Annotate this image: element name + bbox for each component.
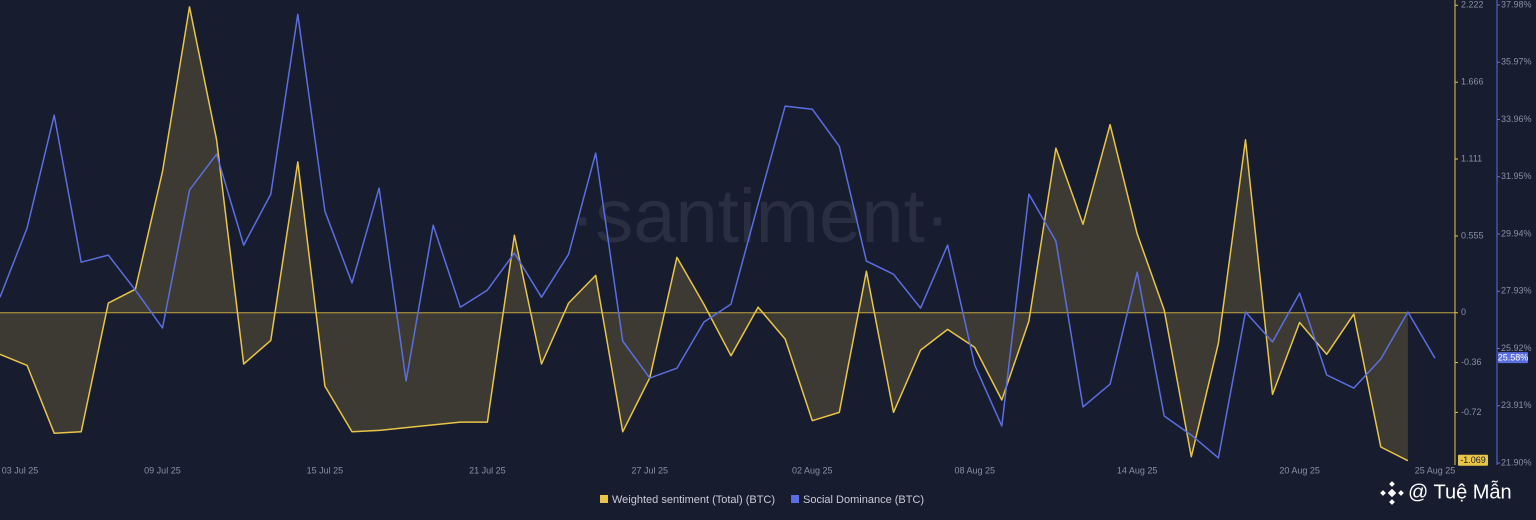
line [0, 6, 1409, 462]
y-tick-label: 0 [1461, 307, 1466, 317]
x-tick-label: 27 Jul 25 [632, 465, 669, 475]
line [0, 13, 1436, 459]
watermark: ·santiment· [570, 174, 950, 259]
x-tick-label: 08 Aug 25 [954, 465, 995, 475]
y-tick-label: 1.666 [1461, 77, 1484, 87]
y-tick-label: -0.36 [1461, 357, 1482, 367]
value-badge [1458, 454, 1488, 466]
legend-swatch [791, 495, 800, 503]
legend-swatch [600, 495, 608, 503]
legend-label: Weighted sentiment (Total) (BTC) [612, 494, 775, 506]
y2-tick-label: 35.97% [1501, 57, 1532, 67]
x-tick-label: 15 Jul 25 [307, 465, 344, 475]
y2-tick-label: 31.95% [1501, 171, 1532, 181]
y2-tick-label: 23.91% [1501, 400, 1532, 410]
value-badge [1498, 352, 1528, 364]
x-tick-label: 09 Jul 25 [144, 465, 181, 475]
x-tick-label: 03 Jul 25 [2, 465, 39, 475]
y2-tick-label: 33.96% [1501, 114, 1532, 124]
y2-tick-label: 37.98% [1501, 0, 1532, 9]
x-tick-label: 02 Aug 25 [792, 465, 833, 475]
y-tick-label: 0.555 [1461, 230, 1484, 240]
credit-icon [1380, 481, 1404, 505]
x-tick-label: 20 Aug 25 [1279, 465, 1320, 475]
value-label: -1.069 [1460, 455, 1486, 465]
credit: @ Tuệ Mẫn [1408, 480, 1512, 503]
x-tick-label: 25 Aug 25 [1415, 465, 1456, 475]
y2-tick-label: 29.94% [1501, 228, 1532, 238]
y-tick-label: 1.111 [1461, 153, 1482, 163]
x-tick-label: 14 Aug 25 [1117, 465, 1158, 475]
value-label: 25.58% [1498, 353, 1529, 363]
y2-tick-label: 21.90% [1501, 457, 1532, 467]
y-tick-label: 2.222 [1461, 0, 1484, 10]
y2-tick-label: 27.93% [1501, 286, 1532, 296]
area [0, 6, 1408, 461]
legend-label: Social Dominance (BTC) [803, 494, 924, 506]
x-tick-label: 21 Jul 25 [469, 465, 506, 475]
y-tick-label: -0.72 [1461, 407, 1482, 417]
y2-tick-label: 25.92% [1501, 343, 1532, 353]
